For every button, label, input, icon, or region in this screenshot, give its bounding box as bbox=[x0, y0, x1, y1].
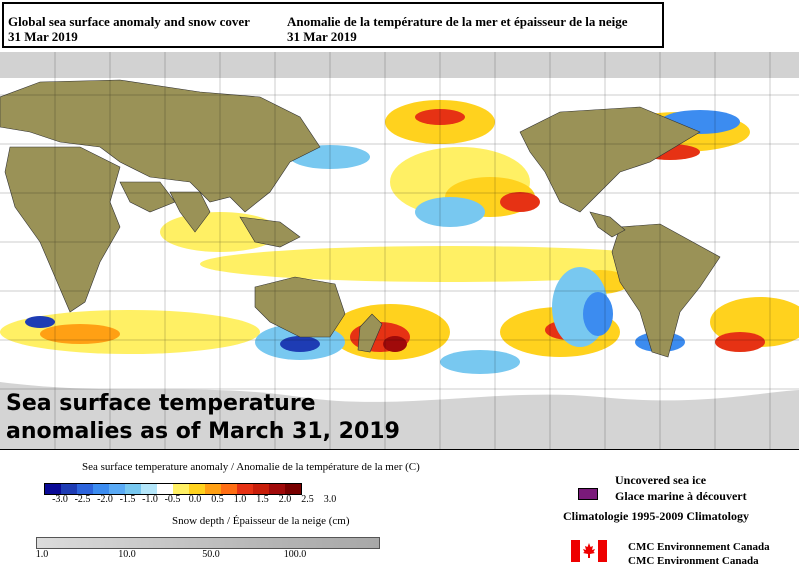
sst-scale-label: -1.0 bbox=[142, 494, 158, 505]
header-fr-title: Anomalie de la température de la mer et … bbox=[287, 14, 628, 29]
agency-line-1: CMC Environnement Canada bbox=[628, 541, 770, 553]
africa bbox=[4, 146, 121, 313]
arabia bbox=[119, 181, 176, 213]
sst-scale-label: 0.0 bbox=[188, 494, 202, 505]
arctic-snow-band bbox=[0, 52, 799, 78]
south-america bbox=[611, 223, 721, 358]
sst-swatch bbox=[253, 484, 269, 494]
sst-scale-label: -3.0 bbox=[52, 494, 68, 505]
sst-swatch bbox=[285, 484, 301, 494]
overlay-line-1: Sea surface temperature bbox=[6, 391, 316, 416]
land-masses bbox=[0, 79, 721, 358]
map-header: Global sea surface anomaly and snow cove… bbox=[2, 2, 664, 48]
sst-swatch bbox=[77, 484, 93, 494]
india bbox=[169, 191, 211, 233]
sst-color-scale bbox=[44, 483, 302, 495]
header-french: Anomalie de la température de la mer et … bbox=[287, 14, 627, 44]
map-overlay-caption: Sea surface temperature anomalies as of … bbox=[6, 390, 400, 446]
snow-scale-label: 1.0 bbox=[35, 549, 49, 560]
overlay-line-2: anomalies as of March 31, 2019 bbox=[6, 419, 400, 444]
sst-scale-label: 0.5 bbox=[211, 494, 224, 505]
graticule bbox=[0, 52, 799, 449]
sst-scale-label: 3.0 bbox=[323, 494, 337, 505]
sst-scale-label: 2.0 bbox=[278, 494, 292, 505]
agency-line-2: CMC Environment Canada bbox=[628, 555, 759, 567]
north-america bbox=[519, 106, 701, 213]
sst-swatch bbox=[45, 484, 61, 494]
sst-swatch bbox=[93, 484, 109, 494]
sst-anomaly-map bbox=[0, 52, 799, 449]
sst-scale-label: 2.5 bbox=[301, 494, 314, 505]
climatology-note: Climatologie 1995-2009 Climatology bbox=[563, 509, 749, 523]
new-zealand bbox=[357, 313, 383, 353]
sst-scale-label: 1.5 bbox=[256, 494, 269, 505]
header-en-date: 31 Mar 2019 bbox=[8, 29, 78, 44]
sst-swatch bbox=[141, 484, 157, 494]
central-america bbox=[589, 211, 626, 238]
sst-scale-label: -0.5 bbox=[164, 494, 181, 505]
snow-scale-label: 50.0 bbox=[202, 549, 220, 560]
sst-swatch bbox=[157, 484, 173, 494]
ice-legend-line-1: Uncovered sea ice bbox=[615, 473, 707, 487]
header-english: Global sea surface anomaly and snow cove… bbox=[8, 14, 250, 44]
antarctic-ice bbox=[0, 382, 799, 449]
sst-swatch bbox=[61, 484, 77, 494]
sst-scale-label: -1.5 bbox=[119, 494, 136, 505]
snow-scale-label: 100.0 bbox=[283, 549, 307, 560]
header-en-title: Global sea surface anomaly and snow cove… bbox=[8, 14, 250, 29]
canada-flag-icon bbox=[571, 540, 607, 562]
sst-swatch bbox=[269, 484, 285, 494]
sst-legend-title: Sea surface temperature anomaly / Anomal… bbox=[82, 461, 420, 473]
sst-swatch bbox=[237, 484, 253, 494]
sst-swatch bbox=[109, 484, 125, 494]
sst-swatch bbox=[189, 484, 205, 494]
sst-swatch bbox=[173, 484, 189, 494]
sst-swatch bbox=[125, 484, 141, 494]
sst-swatch bbox=[205, 484, 221, 494]
snow-depth-scale bbox=[36, 537, 380, 549]
legend-panel bbox=[0, 449, 799, 572]
eurasia bbox=[0, 79, 321, 213]
sst-scale-label: -2.5 bbox=[74, 494, 91, 505]
sea-ice-swatch bbox=[578, 488, 598, 500]
snow-scale-label: 10.0 bbox=[118, 549, 136, 560]
sst-scale-label: 1.0 bbox=[233, 494, 247, 505]
ice-legend-line-2: Glace marine à découvert bbox=[615, 489, 747, 503]
snow-legend-title: Snow depth / Épaisseur de la neige (cm) bbox=[172, 515, 350, 527]
header-fr-date: 31 Mar 2019 bbox=[287, 29, 357, 44]
map-canvas bbox=[0, 52, 799, 449]
sst-scale-label: -2.0 bbox=[97, 494, 113, 505]
sst-swatch bbox=[221, 484, 237, 494]
